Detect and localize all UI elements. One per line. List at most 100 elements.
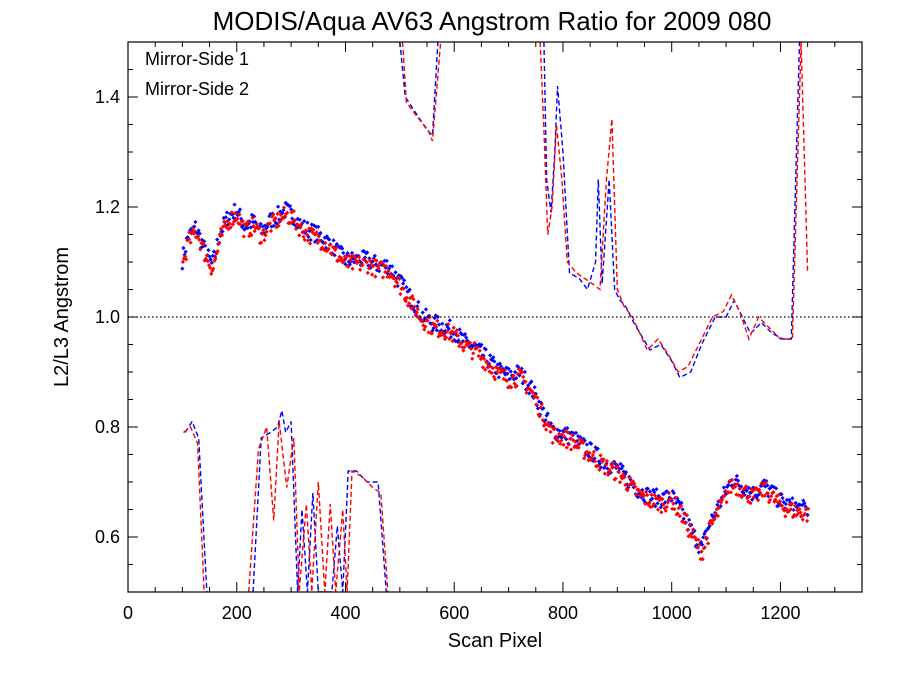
data-point	[658, 505, 663, 510]
data-point	[303, 228, 308, 233]
data-point	[723, 488, 728, 494]
data-point	[348, 257, 353, 263]
data-point	[462, 345, 467, 350]
dashed-series-line	[183, 425, 205, 592]
data-point	[353, 258, 358, 263]
data-point	[406, 301, 412, 306]
data-point	[623, 482, 628, 488]
data-point	[656, 507, 661, 512]
data-point	[666, 498, 671, 503]
data-point	[460, 345, 465, 350]
data-point	[246, 219, 251, 224]
data-point	[228, 225, 233, 230]
data-point	[397, 276, 402, 282]
data-point	[451, 325, 456, 330]
data-point	[524, 390, 529, 395]
data-point	[308, 237, 313, 243]
data-point	[277, 217, 282, 222]
data-point	[727, 478, 732, 483]
data-point	[667, 495, 672, 500]
data-point	[576, 434, 581, 439]
data-point	[734, 492, 739, 497]
data-point	[715, 502, 720, 507]
data-point	[591, 449, 597, 454]
data-point	[575, 443, 580, 448]
data-point	[297, 217, 302, 222]
data-point	[340, 260, 345, 265]
data-point	[213, 256, 218, 261]
data-point	[182, 254, 188, 259]
data-point	[325, 248, 330, 253]
data-point	[670, 506, 675, 511]
data-point	[617, 480, 623, 485]
data-point	[376, 266, 381, 271]
data-point	[642, 501, 648, 506]
data-point	[677, 514, 682, 519]
data-point	[663, 508, 668, 513]
data-point	[803, 504, 808, 509]
data-point	[501, 366, 506, 371]
data-point	[382, 258, 387, 263]
data-point	[544, 427, 549, 432]
data-point	[769, 484, 774, 489]
data-point	[345, 250, 350, 256]
x-tick-label: 400	[330, 603, 360, 623]
data-point	[479, 342, 484, 347]
data-point	[704, 536, 710, 541]
data-point	[404, 295, 410, 300]
data-point	[367, 258, 373, 263]
data-point	[251, 224, 256, 229]
data-point	[186, 237, 191, 242]
data-point	[434, 324, 439, 329]
data-point	[622, 475, 627, 480]
data-point	[386, 269, 391, 274]
data-point	[770, 491, 775, 496]
y-tick-label: 0.8	[95, 417, 120, 437]
data-point	[287, 203, 293, 209]
data-point	[360, 263, 365, 268]
data-point	[534, 402, 539, 407]
dashed-series-line	[401, 42, 442, 142]
data-point	[733, 477, 738, 482]
data-point	[207, 265, 213, 270]
data-point	[198, 247, 203, 252]
data-point	[610, 465, 615, 470]
data-point	[327, 242, 332, 248]
y-axis: 0.6 0.8 1.0 1.2 1.4	[95, 41, 862, 593]
data-point	[563, 428, 568, 434]
data-point	[726, 490, 731, 495]
data-point	[519, 366, 524, 371]
data-point	[632, 481, 637, 486]
data-point	[700, 557, 705, 562]
data-point	[329, 252, 334, 257]
data-point	[212, 254, 218, 259]
data-point	[725, 484, 730, 489]
data-point	[791, 513, 797, 518]
data-point	[603, 462, 609, 468]
x-tick-label: 600	[439, 603, 469, 623]
data-point	[326, 246, 331, 252]
data-point	[666, 490, 672, 496]
data-point	[215, 237, 220, 242]
data-point	[504, 378, 510, 383]
data-point	[774, 494, 779, 499]
data-point	[669, 496, 674, 501]
data-point	[262, 238, 267, 243]
data-point	[415, 306, 420, 312]
data-point	[752, 487, 757, 492]
data-point	[497, 366, 502, 371]
data-point	[495, 369, 500, 375]
data-point	[538, 405, 543, 410]
data-point	[683, 521, 688, 526]
chart-title: MODIS/Aqua AV63 Angstrom Ratio for 2009 …	[213, 6, 772, 36]
data-point	[564, 445, 569, 450]
data-point	[596, 459, 601, 464]
data-point	[681, 516, 686, 521]
data-point	[410, 293, 415, 299]
data-point	[563, 426, 568, 431]
data-point	[412, 304, 417, 309]
data-point	[637, 489, 642, 494]
data-point	[288, 221, 293, 226]
data-point	[477, 342, 482, 347]
data-point	[678, 503, 684, 509]
